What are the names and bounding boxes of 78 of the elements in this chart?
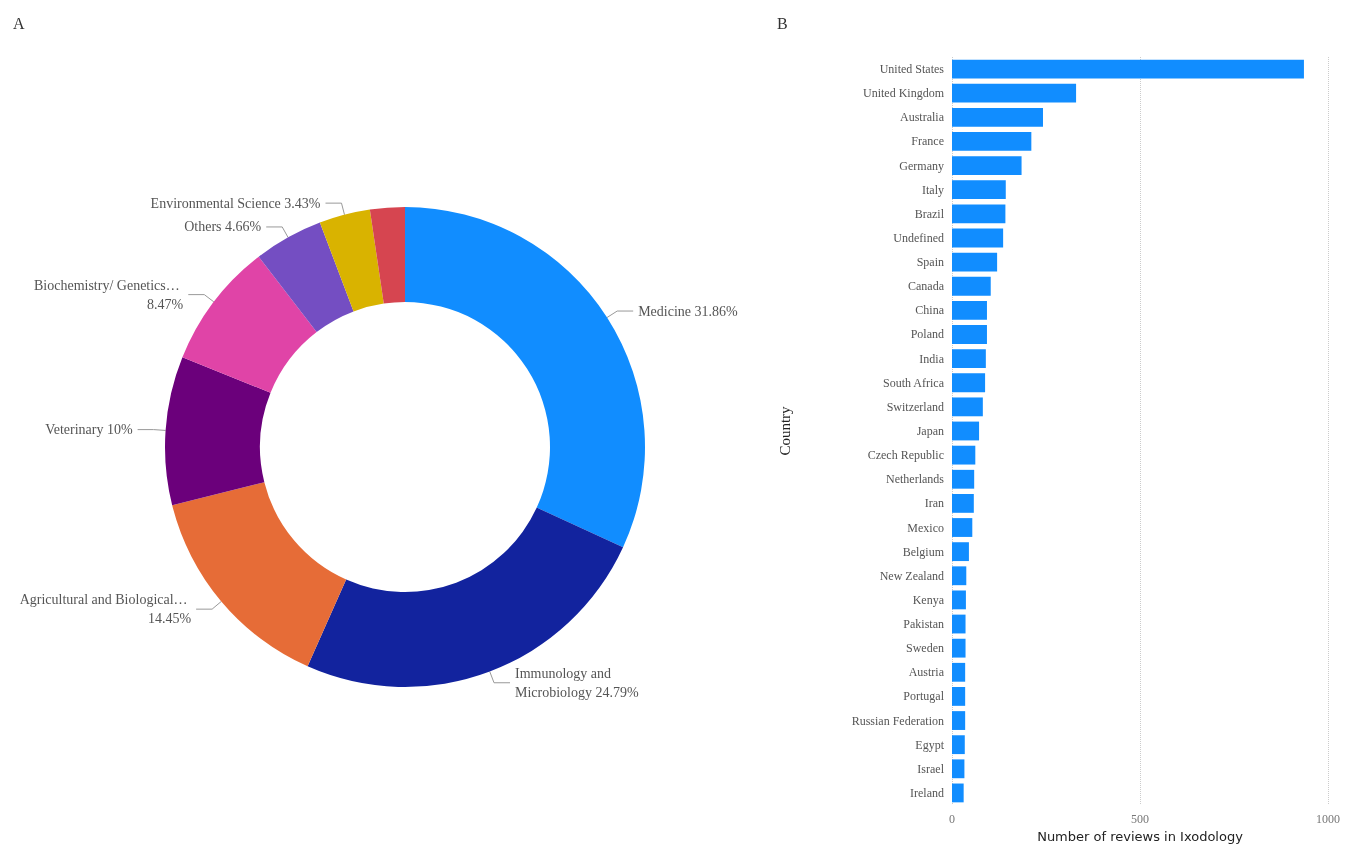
chart-title: A xyxy=(13,14,25,32)
y-tick-label: United Kingdom xyxy=(863,86,945,101)
y-tick-label: Germany xyxy=(899,158,944,173)
y-tick-label: China xyxy=(915,303,945,318)
bar xyxy=(952,421,980,441)
bar xyxy=(952,156,1022,175)
bar xyxy=(952,107,1043,127)
y-tick-label: Poland xyxy=(910,327,944,342)
slice-label: Biochemistry/ Genetics… xyxy=(33,277,184,293)
bar xyxy=(952,566,967,586)
data-label: 8.47% xyxy=(147,296,184,312)
y-tick-label: Netherlands xyxy=(886,472,945,487)
bar xyxy=(952,132,1032,151)
y-tick-label: Italy xyxy=(922,182,944,197)
slice-label: Others 4.66% xyxy=(184,219,262,235)
bar xyxy=(952,711,966,730)
bar xyxy=(952,783,964,803)
bar xyxy=(952,204,1006,224)
y-axis-title: Country xyxy=(776,405,793,456)
slice-label: Veterinary 10% xyxy=(45,422,133,438)
x-axis-title: Number of reviews in Ixodology xyxy=(1037,828,1244,844)
bar xyxy=(952,735,965,755)
y-tick-label: Egypt xyxy=(915,737,945,752)
bar xyxy=(952,445,976,465)
bar xyxy=(952,469,975,489)
bar xyxy=(952,662,966,682)
y-tick-label: Ireland xyxy=(910,785,944,800)
y-tick-label: Russian Federation xyxy=(851,713,944,728)
y-tick-label: Mexico xyxy=(907,520,944,535)
bar xyxy=(952,518,973,537)
y-tick-label: Switzerland xyxy=(886,399,944,414)
slice-label: Immunology and Microbiology 24.79% xyxy=(515,665,639,700)
bar xyxy=(952,614,966,634)
y-tick-label: India xyxy=(919,351,945,366)
y-tick-label: Czech Republic xyxy=(867,448,944,463)
y-tick-label: France xyxy=(911,134,944,149)
y-tick-label: Austria xyxy=(908,665,945,680)
y-tick-label: Portugal xyxy=(903,689,945,704)
bar xyxy=(952,228,1004,248)
bar xyxy=(952,300,987,320)
bar xyxy=(952,59,1304,79)
bar xyxy=(952,687,966,706)
y-tick-label: Israel xyxy=(917,761,945,776)
data-label: 14.45% xyxy=(147,611,192,627)
bar xyxy=(952,493,974,513)
y-tick-label: Kenya xyxy=(912,592,945,607)
bar xyxy=(952,180,1006,200)
x-tick-label: 1000 xyxy=(1316,812,1340,826)
y-tick-label: Japan xyxy=(916,424,944,438)
y-tick-label: New Zealand xyxy=(879,568,944,583)
bar xyxy=(952,252,998,272)
y-tick-label: Belgium xyxy=(902,544,945,559)
x-tick-label: 0 xyxy=(949,812,955,826)
bar xyxy=(952,759,965,779)
y-tick-label: United States xyxy=(879,62,945,77)
y-tick-label: South Africa xyxy=(883,375,945,390)
bar xyxy=(952,325,987,344)
bar xyxy=(952,638,966,658)
slice-label: Medicine 31.86% xyxy=(638,303,739,319)
bar xyxy=(952,542,969,562)
y-tick-label: Sweden xyxy=(906,641,944,656)
bar xyxy=(952,373,986,393)
y-tick-label: Australia xyxy=(900,110,945,125)
text: B xyxy=(777,14,788,32)
x-tick-label: 500 xyxy=(1131,812,1149,826)
y-tick-label: Brazil xyxy=(914,206,945,221)
y-tick-label: Spain xyxy=(916,255,944,270)
slice-label: Environmental Science 3.43% xyxy=(150,195,321,211)
bar xyxy=(952,83,1077,103)
y-tick-label: Canada xyxy=(908,279,945,294)
bar xyxy=(952,397,983,417)
y-tick-label: Undefined xyxy=(893,230,944,245)
y-tick-label: Iran xyxy=(924,496,944,511)
slice-label: Agricultural and Biological… xyxy=(19,592,192,608)
y-tick-label: Pakistan xyxy=(903,617,944,632)
bar xyxy=(952,590,966,610)
bar xyxy=(952,276,991,296)
bar xyxy=(952,349,986,369)
